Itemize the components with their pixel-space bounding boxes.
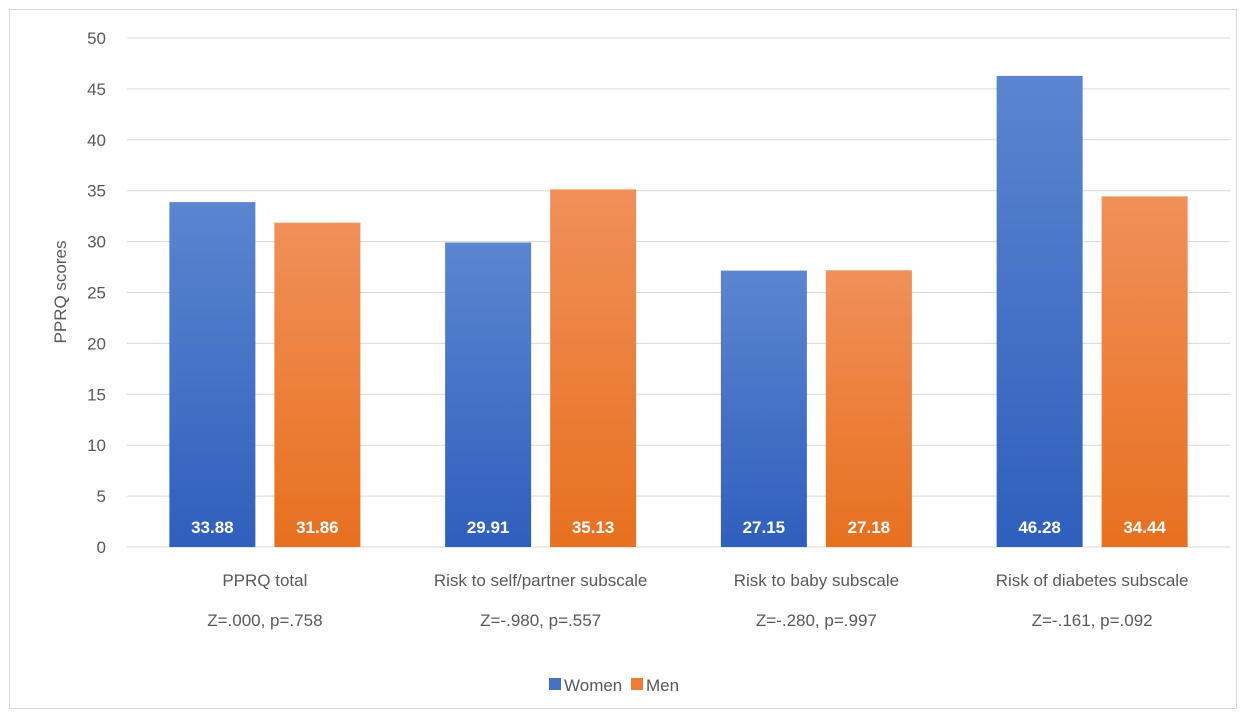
data-label: 34.44 [1123,518,1166,537]
data-labels: 33.88 31.86 29.91 35.13 27.15 27.18 46.28 34.44 [191,518,1166,537]
data-label: 46.28 [1018,518,1061,537]
y-tick-label: 20 [87,334,106,353]
legend-label-men: Men [646,676,679,695]
data-label: 27.18 [848,518,891,537]
y-tick-label: 25 [87,284,106,303]
category-label: Risk of diabetes subscale [996,571,1189,590]
bar-men-2 [825,270,912,547]
bar-men-3 [1101,196,1188,547]
y-tick-label: 50 [87,29,106,48]
bar-women-0 [169,202,256,547]
y-tick-label: 40 [87,131,106,150]
category-stat-label: Z=-.980, p=.557 [480,611,601,630]
bars [169,75,1188,548]
category-labels: PPRQ total Z=.000, p=.758 Risk to self/par… [207,571,1188,630]
legend-label-women: Women [564,676,622,695]
bar-women-2 [720,270,807,547]
category-stat-label: Z=-.280, p=.997 [756,611,877,630]
y-tick-label: 45 [87,80,106,99]
y-tick-label: 35 [87,182,106,201]
y-tick-label: 0 [97,538,106,557]
data-label: 27.15 [743,518,786,537]
legend-swatch-women [549,678,561,690]
category-label: PPRQ total [222,571,307,590]
legend: Women Men [549,676,679,695]
data-label: 35.13 [572,518,615,537]
y-tick-label: 15 [87,385,106,404]
legend-swatch-men [631,678,643,690]
bar-women-1 [445,242,532,547]
data-label: 33.88 [191,518,234,537]
category-stat-label: Z=.000, p=.758 [207,611,322,630]
category-label: Risk to self/partner subscale [434,571,648,590]
y-tick-label: 30 [87,233,106,252]
y-tick-label: 5 [97,487,106,506]
y-tick-label: 10 [87,436,106,455]
bar-women-3 [996,75,1083,547]
bar-men-0 [274,222,361,547]
y-axis-title: PPRQ scores [51,241,70,344]
category-label: Risk to baby subscale [734,571,899,590]
data-label: 31.86 [296,518,339,537]
bar-men-1 [550,189,637,548]
data-label: 29.91 [467,518,510,537]
category-stat-label: Z=-.161, p=.092 [1032,611,1153,630]
y-axis-ticks: 0 5 10 15 20 25 30 35 40 45 50 [87,29,106,557]
